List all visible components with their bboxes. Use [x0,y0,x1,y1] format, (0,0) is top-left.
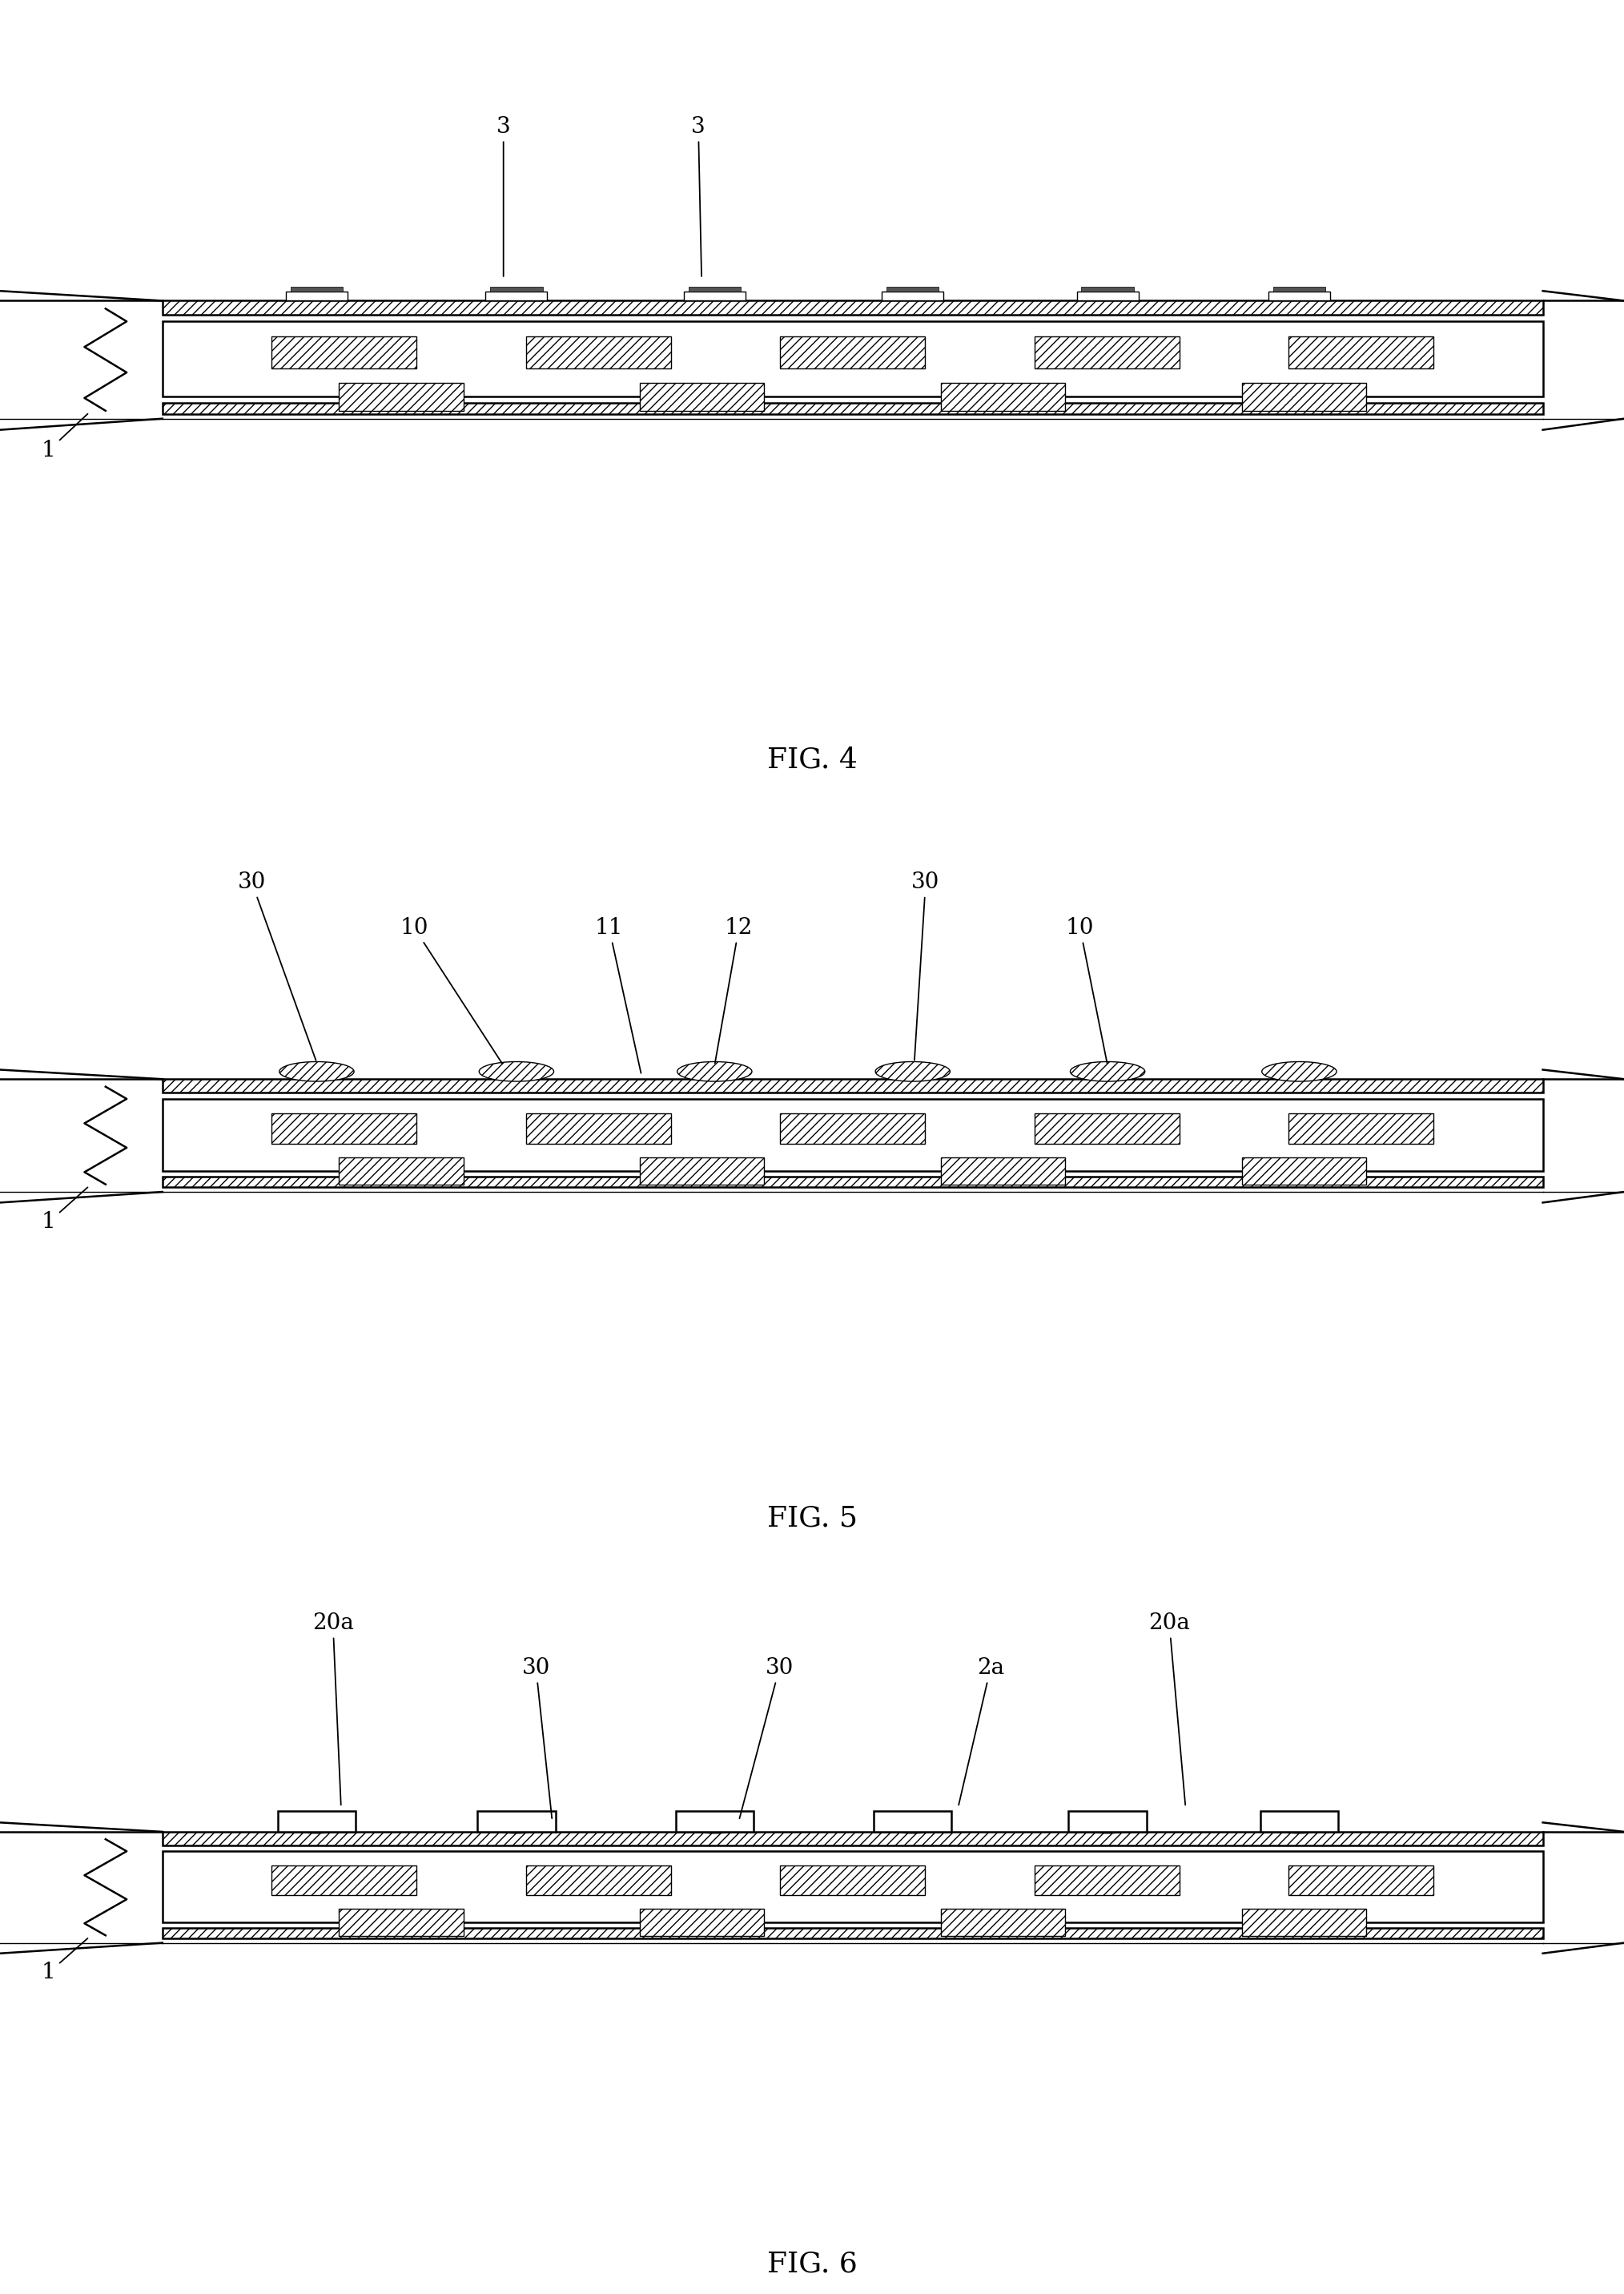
Text: 30: 30 [739,1656,794,1819]
Bar [640,1156,765,1184]
Bar [526,1865,671,1895]
Bar [780,1865,926,1895]
Bar [162,1099,1543,1170]
Bar [780,1113,926,1145]
Bar [676,1810,754,1831]
Text: FIG. 5: FIG. 5 [767,1505,857,1532]
Bar [689,287,741,291]
Bar [162,1851,1543,1922]
Text: 20a: 20a [312,1613,354,1805]
Ellipse shape [875,1062,950,1080]
Bar [1082,287,1134,291]
Bar [1034,1865,1179,1895]
Text: 2a: 2a [958,1656,1004,1805]
Bar [339,383,463,411]
Bar [162,1831,1543,1844]
Bar [339,1156,463,1184]
Ellipse shape [1262,1062,1337,1080]
Bar [780,337,926,367]
Text: 20a: 20a [1148,1613,1190,1805]
Ellipse shape [279,1062,354,1080]
Bar [162,321,1543,397]
Bar [940,1156,1065,1184]
Text: 12: 12 [715,918,754,1064]
Bar [490,287,542,291]
Text: FIG. 4: FIG. 4 [767,746,857,773]
Bar [1242,383,1366,411]
Ellipse shape [479,1062,554,1080]
Bar [162,404,1543,413]
Bar [162,1177,1543,1188]
Bar [271,1865,417,1895]
Bar [1260,1810,1338,1831]
Bar [1288,337,1434,367]
Text: 11: 11 [594,918,641,1074]
Text: 1: 1 [42,1188,88,1232]
Bar [526,1113,671,1145]
Bar [271,337,417,367]
Bar [526,337,671,367]
Text: FIG. 6: FIG. 6 [767,2250,857,2278]
Bar [874,1810,952,1831]
Bar [339,1909,463,1936]
Bar [271,1113,417,1145]
Bar [162,1078,1543,1092]
Bar [286,291,348,301]
Ellipse shape [1263,1815,1335,1833]
Text: 3: 3 [497,115,510,275]
Bar [1268,291,1330,301]
Text: 30: 30 [911,872,940,1060]
Bar [1273,287,1325,291]
Bar [486,291,547,301]
Text: 3: 3 [692,115,705,275]
Bar [1077,291,1138,301]
Bar [477,1810,555,1831]
Ellipse shape [1070,1062,1145,1080]
Bar [887,287,939,291]
Ellipse shape [679,1815,750,1833]
Bar [1288,1113,1434,1145]
Bar [1034,337,1179,367]
Ellipse shape [281,1815,352,1833]
Bar [162,1927,1543,1938]
Bar [1069,1810,1147,1831]
Text: 30: 30 [237,872,317,1060]
Bar [1242,1909,1366,1936]
Ellipse shape [1072,1815,1143,1833]
Bar [1288,1865,1434,1895]
Bar [640,383,765,411]
Bar [940,1909,1065,1936]
Bar [291,287,343,291]
Bar [1034,1113,1179,1145]
Bar [882,291,944,301]
Ellipse shape [481,1815,552,1833]
Bar [1242,1156,1366,1184]
Bar [640,1909,765,1936]
Bar [278,1810,356,1831]
Text: 1: 1 [42,1938,88,1984]
Text: 10: 10 [400,918,502,1064]
Bar [940,383,1065,411]
Ellipse shape [877,1815,948,1833]
Text: 10: 10 [1065,918,1108,1064]
Text: 30: 30 [521,1656,552,1819]
Text: 1: 1 [42,413,88,461]
Bar [684,291,745,301]
Bar [162,301,1543,314]
Ellipse shape [677,1062,752,1080]
